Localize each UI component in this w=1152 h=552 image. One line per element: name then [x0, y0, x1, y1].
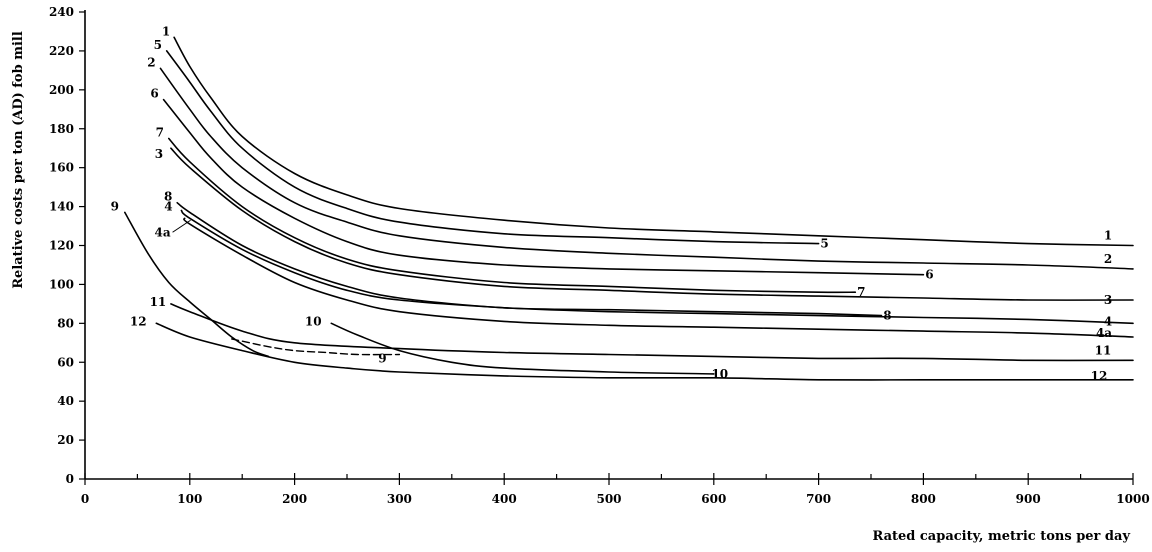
curve-start-label: 4 [164, 199, 172, 213]
y-tick-label: 80 [57, 316, 74, 330]
y-tick-label: 20 [57, 433, 74, 447]
x-ticks: 0 100 200 300 400 500 600 700 800 900 1000 [81, 473, 1150, 506]
label-leader-4a [172, 219, 191, 233]
y-tick-label: 120 [49, 239, 74, 253]
y-tick-label: 180 [49, 122, 74, 136]
x-tick-label: 1000 [1116, 492, 1149, 506]
curve-start-label: 12 [130, 314, 147, 328]
x-tick-label: 500 [596, 492, 621, 506]
x-tick-label: 300 [387, 492, 412, 506]
curve-end-label: 4 [1104, 314, 1112, 328]
y-tick-label: 220 [49, 44, 74, 58]
series-line-9 [124, 211, 270, 358]
curve-start-label: 3 [155, 147, 163, 161]
series-line-10 [330, 322, 715, 375]
curve-end-label: 2 [1104, 252, 1112, 266]
x-tick-label: 0 [81, 492, 89, 506]
curve-end-label: 7 [857, 285, 865, 299]
curve-end-label: 11 [1095, 343, 1112, 357]
y-axis-label: Relative costs per ton (AD) fob mill [11, 31, 26, 289]
curve-end-label: 5 [820, 237, 828, 251]
series-line-6 [162, 98, 925, 276]
y-tick-label: 160 [49, 161, 74, 175]
x-tick-label: 600 [701, 492, 726, 506]
curve-end-label: 3 [1104, 293, 1112, 307]
curve-end-label: 12 [1091, 369, 1108, 383]
curve-end-label: 10 [711, 367, 728, 381]
y-ticks: 0 20 40 60 80 100 120 140 160 180 200 220 240 [49, 5, 85, 486]
curve-end-label: 8 [883, 309, 891, 323]
series-line-4 [180, 209, 1134, 325]
y-tick-label: 40 [57, 394, 74, 408]
curve-start-label: 2 [147, 55, 155, 69]
curve-end-label: 6 [925, 268, 933, 282]
curve-start-label: 4a [154, 225, 170, 239]
curve-end-label: 4a [1096, 326, 1112, 340]
x-tick-label: 900 [1016, 492, 1041, 506]
curve-start-label: 6 [150, 87, 158, 101]
x-axis-label: Rated capacity, metric tons per day [872, 529, 1130, 544]
curve-start-label: 9 [111, 199, 119, 213]
x-tick-label: 800 [911, 492, 936, 506]
x-tick-label: 700 [806, 492, 831, 506]
curve-end-label: 1 [1104, 229, 1112, 243]
curve-start-label: 11 [150, 295, 167, 309]
y-tick-label: 60 [57, 355, 74, 369]
curve-start-label: 10 [305, 314, 322, 328]
x-tick-label: 100 [177, 492, 202, 506]
y-tick-label: 0 [66, 472, 74, 486]
y-tick-label: 140 [49, 200, 74, 214]
curve-start-label: 8 [164, 190, 172, 204]
series-line-9-dashed [231, 338, 401, 356]
y-tick-label: 240 [49, 5, 74, 19]
series-line-7 [168, 137, 857, 294]
series-line-12 [155, 322, 1134, 381]
series-line-1 [173, 36, 1134, 247]
series-line-4a [183, 217, 1134, 338]
curve-end-label: 9 [378, 351, 386, 365]
series-line-2 [159, 67, 1134, 270]
x-tick-label: 200 [282, 492, 307, 506]
series-line-8 [176, 201, 883, 317]
curve-start-label: 5 [154, 38, 162, 52]
series-line-5 [165, 50, 820, 245]
curve-start-label: 7 [156, 125, 164, 139]
curve-start-label: 1 [162, 24, 170, 38]
series-line-11 [170, 303, 1134, 362]
series-line-3 [170, 147, 1134, 301]
y-tick-label: 200 [49, 83, 74, 97]
y-tick-label: 100 [49, 277, 74, 291]
series-group [124, 36, 1134, 381]
x-tick-label: 400 [492, 492, 517, 506]
